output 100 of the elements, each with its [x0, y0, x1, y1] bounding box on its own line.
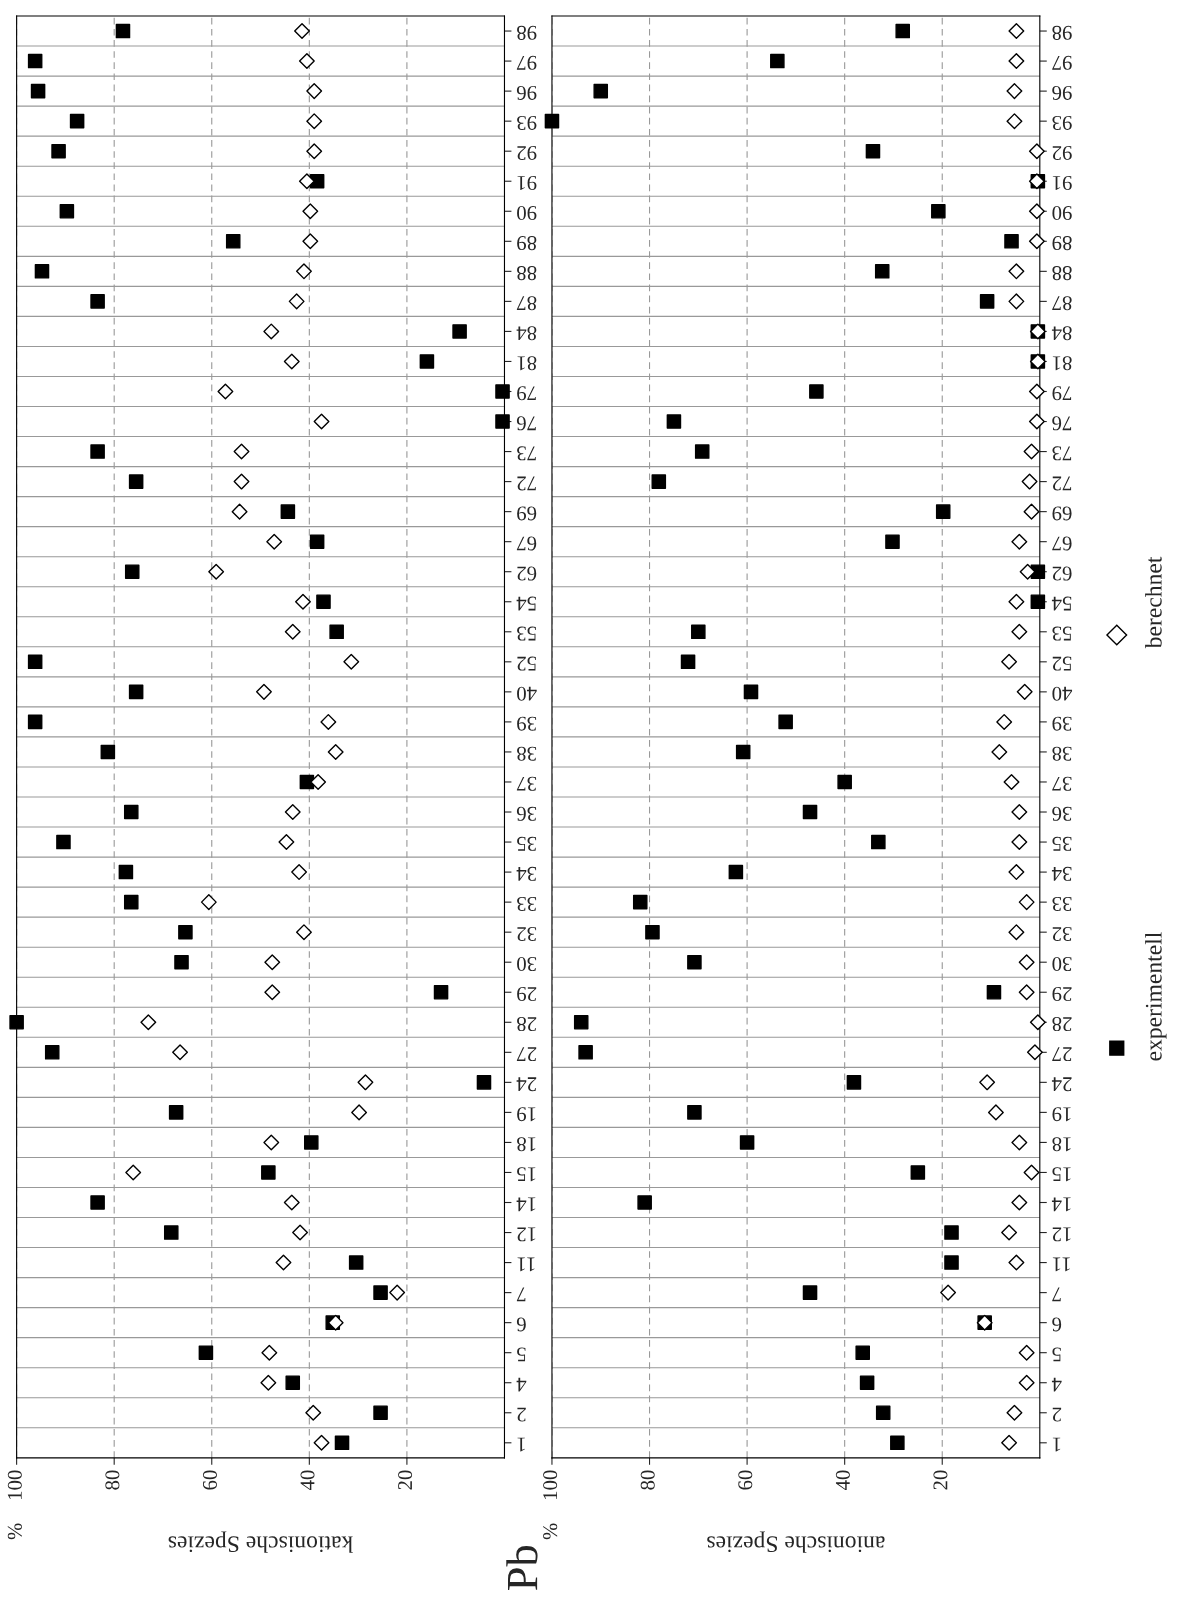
point [124, 564, 140, 579]
point [875, 1405, 891, 1421]
point [123, 804, 139, 820]
point [51, 143, 66, 159]
y-tick-label: 38 [517, 746, 537, 761]
x-tick-label: 100 [543, 1470, 558, 1500]
y-tick-label: 90 [517, 206, 537, 221]
point [1008, 53, 1025, 70]
y-tick-label: 52 [1052, 656, 1072, 671]
point [233, 473, 250, 490]
y-tick-label: 72 [1052, 476, 1072, 491]
point [30, 83, 46, 99]
y-tick-label: 88 [1052, 266, 1072, 281]
point [837, 774, 852, 790]
y-tick-label: 7 [516, 1287, 526, 1302]
y-tick-label: 84 [1051, 326, 1072, 341]
point [9, 1014, 24, 1030]
point [1011, 533, 1028, 550]
y-tick-label: 4 [1051, 1377, 1062, 1392]
point [859, 1375, 875, 1391]
point [495, 384, 510, 399]
point [1011, 834, 1028, 851]
point [172, 1044, 189, 1061]
y-tick-label: 6 [516, 1317, 526, 1332]
x-axis-title: anionische Spezies [707, 1531, 885, 1553]
point [261, 1344, 278, 1361]
y-tick-label: 36 [1052, 806, 1072, 821]
y-tick-label: 62 [517, 566, 537, 581]
point [27, 654, 43, 670]
y-tick-label: 18 [517, 1137, 536, 1152]
y-tick-label: 29 [517, 987, 537, 1002]
point [295, 263, 312, 280]
point [739, 1135, 755, 1150]
y-tick-label: 7 [1052, 1287, 1061, 1302]
point [632, 894, 648, 910]
text: % [7, 1523, 22, 1540]
point [294, 23, 310, 40]
y-tick-label: 4 [516, 1377, 527, 1392]
point [44, 1045, 60, 1060]
point [778, 714, 793, 730]
point [69, 113, 85, 129]
y-tick-label: 33 [517, 896, 537, 911]
point [1023, 443, 1040, 460]
y-tick-label: 76 [1052, 416, 1072, 431]
point [178, 924, 193, 940]
y-tick-label: 5 [1052, 1347, 1061, 1362]
y-tick-label: 93 [517, 115, 537, 130]
point [1008, 1254, 1025, 1271]
y-tick-label: 96 [516, 85, 537, 100]
point [1030, 594, 1046, 610]
point [327, 743, 344, 760]
point [295, 924, 312, 941]
point [1011, 623, 1028, 640]
y-tick-label: 69 [1052, 506, 1072, 521]
point [1006, 83, 1023, 100]
point [944, 1225, 959, 1240]
y-tick-label: 40 [1052, 686, 1073, 701]
point [666, 414, 682, 429]
y-tick-label: 34 [1051, 866, 1072, 881]
point [128, 684, 144, 700]
x-tick-label: 20 [933, 1470, 948, 1490]
y-tick-label: 12 [517, 1227, 536, 1242]
y-tick-label: 73 [517, 446, 536, 461]
point [1011, 1194, 1028, 1211]
point [306, 83, 323, 100]
point [278, 834, 295, 851]
point [802, 1285, 818, 1300]
point [1018, 1344, 1035, 1361]
y-tick-label: 28 [517, 1017, 537, 1032]
y-tick-label: 67 [1052, 536, 1072, 551]
point [266, 533, 283, 550]
y-tick-label: 89 [1052, 236, 1072, 251]
y-tick-label: 37 [1052, 776, 1072, 791]
point [1006, 113, 1023, 130]
x-tick-label: 60 [738, 1470, 753, 1490]
y-tick-label: 53 [1052, 626, 1072, 641]
point [895, 23, 911, 39]
point [578, 1045, 593, 1060]
point [1008, 924, 1025, 941]
y-tick-label: 19 [1052, 1107, 1071, 1122]
point [743, 684, 759, 700]
y-tick-label: 87 [1052, 296, 1072, 311]
point [996, 713, 1013, 730]
point [637, 1195, 652, 1210]
point [1008, 263, 1025, 280]
y-tick-label: 76 [516, 416, 536, 431]
y-tick-label: 38 [1052, 746, 1072, 761]
y-tick-label: 19 [517, 1107, 536, 1122]
x-tick-label: 80 [105, 1470, 120, 1490]
point [1008, 293, 1025, 310]
point [90, 1195, 105, 1210]
y-tick-label: 24 [516, 1077, 537, 1092]
point [348, 1255, 364, 1270]
y-tick-label: 11 [517, 1257, 535, 1272]
text: berechnet [1145, 556, 1162, 649]
point [275, 1254, 292, 1271]
y-tick-label: 39 [1052, 716, 1072, 731]
point [310, 773, 327, 790]
y-tick-label: 84 [516, 326, 537, 341]
x-tick-label: 20 [398, 1470, 413, 1490]
